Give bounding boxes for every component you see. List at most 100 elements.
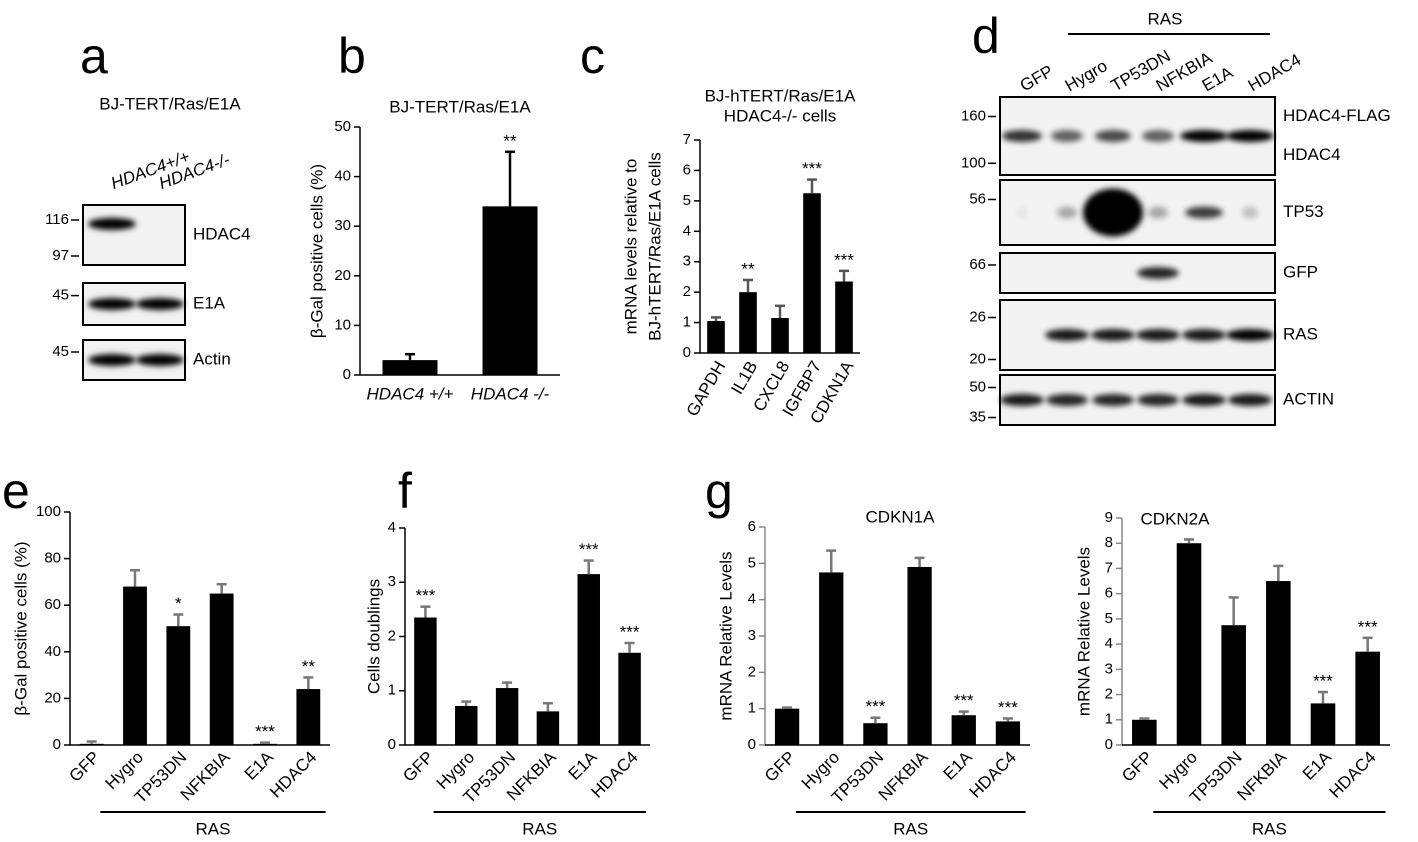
y-tick-label: 3	[748, 627, 756, 644]
y-tick-label: 9	[1105, 509, 1113, 526]
band	[1185, 206, 1223, 219]
panel-letter: a	[80, 28, 108, 84]
x-tick-label: HDAC4	[266, 748, 320, 802]
chart-title: CDKN2A	[1141, 509, 1211, 528]
bar	[774, 708, 800, 745]
lane-label: GFP	[1017, 61, 1057, 95]
band	[1002, 130, 1042, 142]
mw-marker: 45	[52, 287, 69, 304]
band-label: RAS	[1283, 324, 1318, 343]
band-label: HDAC4	[1283, 145, 1341, 164]
x-tick-label: E1A	[1299, 747, 1336, 784]
group-label: RAS	[1148, 9, 1183, 28]
bar	[166, 626, 191, 745]
y-tick-label: 8	[1105, 534, 1113, 551]
mw-marker: 20	[969, 350, 986, 367]
y-tick-label: 2	[748, 663, 756, 680]
y-tick-label: 100	[36, 503, 61, 520]
mw-marker: 160	[961, 107, 986, 124]
y-axis-label: mRNA Relative Levels	[1074, 547, 1093, 716]
bar	[907, 566, 932, 745]
y-tick-label: 0	[1105, 736, 1113, 753]
bar	[577, 574, 600, 745]
band	[1142, 130, 1174, 142]
mw-marker: 50	[969, 378, 986, 395]
y-tick-label: 4	[1105, 635, 1113, 652]
y-tick-label: 80	[44, 550, 61, 567]
band	[1092, 394, 1134, 406]
panel-letter: e	[2, 463, 30, 519]
x-tick-label: HDAC4	[587, 748, 641, 802]
bar	[739, 292, 757, 353]
y-tick-label: 20	[334, 267, 351, 284]
band	[1182, 329, 1226, 341]
lane-label: HDAC4	[1245, 50, 1304, 95]
band	[1051, 130, 1083, 142]
significance: ***	[998, 698, 1018, 717]
panel-letter: g	[705, 463, 733, 519]
blot-title: BJ-TERT/Ras/E1A	[99, 94, 241, 113]
y-tick-label: 4	[683, 222, 691, 239]
y-tick-label: 4	[388, 519, 396, 536]
band	[1083, 188, 1143, 237]
panel-letter: f	[398, 463, 412, 519]
bar	[123, 586, 147, 745]
y-tick-label: 20	[44, 689, 61, 706]
band	[1182, 394, 1226, 406]
band	[1242, 206, 1258, 219]
x-tick-label: NFKBIA	[1233, 747, 1290, 804]
significance: **	[741, 259, 755, 278]
x-tick-label: GFP	[1118, 748, 1156, 786]
panel-letter: b	[338, 28, 366, 84]
y-tick-label: 30	[334, 217, 351, 234]
bar	[1132, 719, 1157, 745]
band-label: Actin	[193, 349, 231, 368]
y-tick-label: 6	[683, 161, 691, 178]
bar	[707, 321, 725, 353]
bar	[209, 593, 234, 745]
y-axis-label: β-Gal positive cells (%)	[307, 164, 326, 338]
y-axis-label: Cells doublings	[364, 579, 383, 694]
x-tick-label: HDAC4	[966, 748, 1020, 802]
y-tick-label: 2	[683, 283, 691, 300]
band	[1137, 394, 1179, 406]
significance: ***	[954, 691, 974, 710]
bar	[495, 688, 519, 745]
significance: **	[302, 657, 316, 676]
x-tick-label: HDAC4	[1325, 748, 1379, 802]
y-tick-label: 40	[334, 168, 351, 185]
y-tick-label: 1	[1105, 711, 1113, 728]
y-tick-label: 7	[1105, 559, 1113, 576]
y-tick-label: 2	[388, 627, 396, 644]
band-label: HDAC4	[193, 224, 251, 243]
blot-box	[82, 204, 186, 266]
lane-label: Hygro	[1062, 56, 1111, 95]
significance: ***	[1313, 672, 1333, 691]
band	[1091, 329, 1135, 341]
band-label: E1A	[193, 293, 226, 312]
significance: ***	[579, 540, 599, 559]
band	[1180, 130, 1228, 142]
bar	[1266, 581, 1291, 745]
y-tick-label: 5	[683, 192, 691, 209]
band	[88, 354, 136, 366]
mw-marker: 56	[969, 190, 986, 207]
significance: ***	[802, 159, 822, 178]
x-tick-label: E1A	[565, 747, 602, 784]
band	[1045, 329, 1089, 341]
group-label: RAS	[196, 819, 231, 838]
significance: *	[175, 594, 182, 613]
y-tick-label: 50	[334, 118, 351, 135]
x-tick-label: GFP	[761, 748, 799, 786]
significance: ***	[255, 722, 275, 741]
band	[1137, 267, 1179, 279]
x-tick-label: GFP	[399, 748, 437, 786]
y-tick-label: 0	[53, 736, 61, 753]
group-label: RAS	[522, 819, 557, 838]
y-tick-label: 7	[683, 131, 691, 148]
bar	[618, 652, 641, 745]
bar	[951, 715, 976, 745]
chart-title: HDAC4-/- cells	[724, 106, 836, 125]
panel-letter: c	[580, 28, 605, 84]
